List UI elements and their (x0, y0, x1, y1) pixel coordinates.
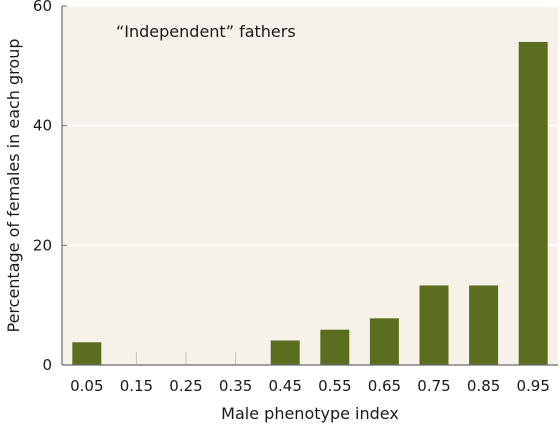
x-axis-title: Male phenotype index (221, 404, 399, 423)
x-tick-labels: 0.05 0.15 0.25 0.35 0.45 0.55 0.65 0.75 0.85 0.95 (70, 377, 550, 395)
bar (270, 340, 300, 365)
bar (469, 285, 499, 365)
bar (518, 41, 548, 366)
y-tick-label: 20 (33, 236, 52, 254)
x-tick-label: 0.45 (268, 377, 301, 395)
bar (369, 318, 399, 365)
chart-annotation: “Independent” fathers (116, 22, 296, 41)
y-tick-label: 0 (42, 356, 52, 374)
bar (320, 329, 350, 365)
x-tick-label: 0.05 (70, 377, 103, 395)
x-tick-label: 0.85 (467, 377, 500, 395)
bar (72, 342, 102, 365)
x-tick-label: 0.95 (516, 377, 549, 395)
y-tick-labels: 0 20 40 60 (33, 0, 67, 374)
gridlines (62, 5, 558, 247)
y-tick-label: 60 (33, 0, 52, 15)
bars (72, 41, 548, 366)
x-tick-label: 0.55 (318, 377, 351, 395)
y-tick-label: 40 (33, 117, 52, 135)
x-tick-label: 0.65 (368, 377, 401, 395)
x-tick-label: 0.35 (219, 377, 252, 395)
x-tick-label: 0.15 (120, 377, 153, 395)
bar (419, 285, 449, 365)
x-minor-ticks (135, 352, 237, 365)
x-tick-label: 0.75 (417, 377, 450, 395)
y-axis-title: Percentage of females in each group (4, 39, 23, 333)
x-tick-label: 0.25 (169, 377, 202, 395)
